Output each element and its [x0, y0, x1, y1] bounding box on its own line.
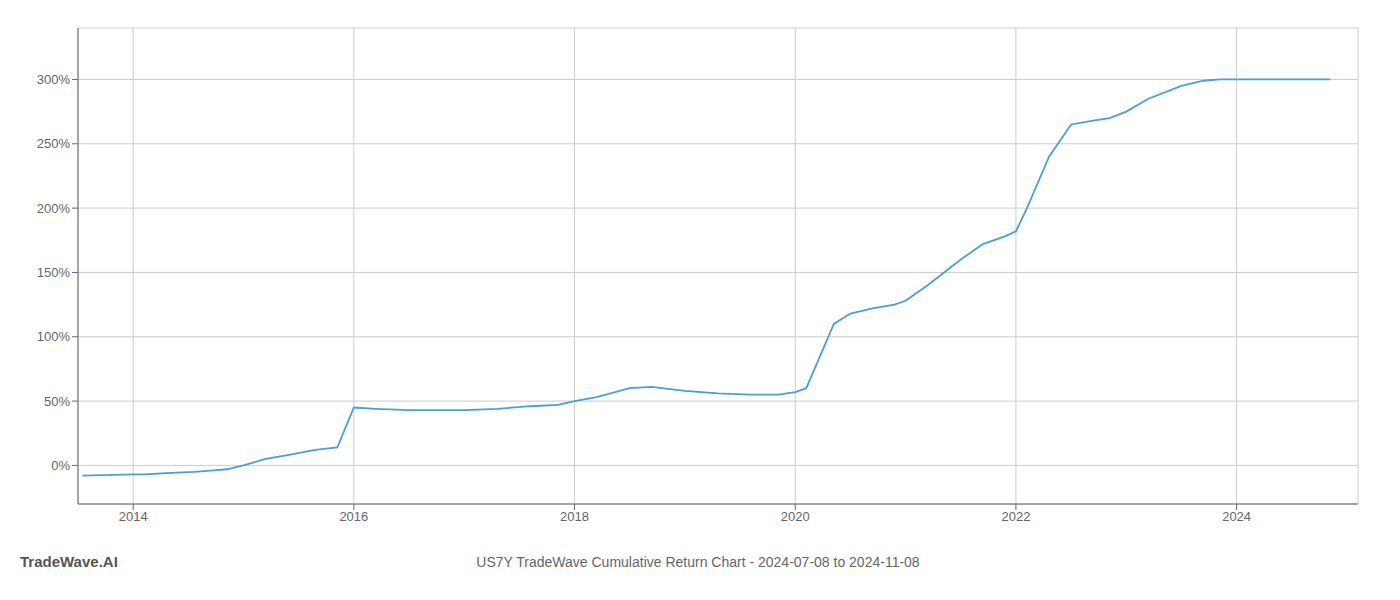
svg-text:200%: 200%	[37, 201, 71, 216]
svg-text:2018: 2018	[560, 509, 589, 524]
svg-text:300%: 300%	[37, 72, 71, 87]
svg-text:2016: 2016	[339, 509, 368, 524]
html-text:US7Y TradeWave Cumulative Retu: US7Y TradeWave Cumulative Return Chart -…	[476, 554, 920, 570]
svg-text:50%: 50%	[44, 394, 70, 409]
svg-text:2024: 2024	[1222, 509, 1251, 524]
svg-text:250%: 250%	[37, 136, 71, 151]
svg-text:2022: 2022	[1001, 509, 1030, 524]
html-text:TradeWave.AI: TradeWave.AI	[20, 553, 118, 570]
svg-text:100%: 100%	[37, 329, 71, 344]
svg-text:150%: 150%	[37, 265, 71, 280]
svg-text:2020: 2020	[781, 509, 810, 524]
svg-text:2014: 2014	[119, 509, 148, 524]
svg-text:0%: 0%	[51, 458, 70, 473]
